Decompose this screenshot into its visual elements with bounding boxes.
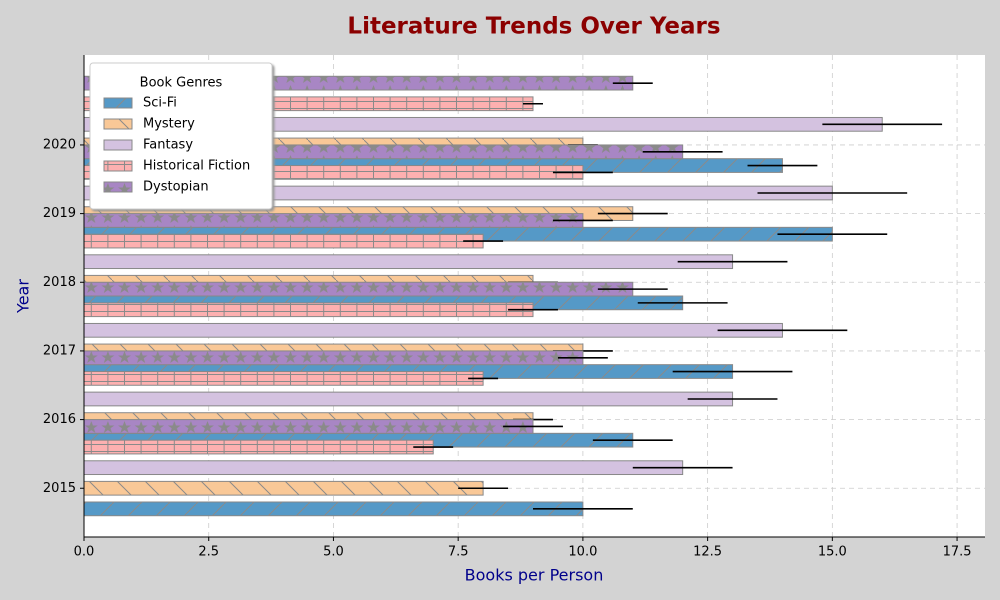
y-tick-label: 2017 (43, 343, 76, 358)
x-tick-label: 12.5 (693, 545, 722, 560)
x-tick-label: 5.0 (323, 545, 344, 560)
bar (83, 254, 734, 270)
x-tick-label: 10.0 (568, 545, 597, 560)
bar-hatch (84, 234, 484, 248)
y-tick-label: 2018 (43, 275, 76, 290)
legend-box (89, 62, 273, 210)
bar-hatch (84, 371, 484, 386)
x-tick-label: 15.0 (818, 545, 847, 560)
legend-label: Historical Fiction (143, 159, 250, 174)
bar-hatch (84, 440, 434, 454)
bar (83, 322, 783, 338)
legend-label: Sci-Fi (143, 96, 177, 111)
y-tick-label: 2015 (43, 481, 76, 496)
bar-hatch (84, 213, 583, 228)
bar (83, 460, 684, 476)
bar-hatch (84, 501, 583, 516)
legend-label: Fantasy (143, 138, 193, 153)
bar-hatch (84, 419, 534, 434)
y-tick-label: 2019 (43, 206, 76, 221)
bar-hatch (84, 350, 583, 365)
legend-title: Book Genres (140, 76, 223, 91)
legend-hatch (104, 98, 132, 108)
y-axis-label: Year (14, 279, 33, 314)
bar-hatch (84, 282, 633, 296)
legend-label: Dystopian (143, 180, 209, 195)
legend-hatch (104, 161, 132, 171)
x-axis-label: Books per Person (465, 566, 604, 585)
x-tick-label: 17.5 (943, 545, 972, 560)
chart-title: Literature Trends Over Years (347, 14, 720, 40)
legend: Book Genres Sci-Fi Mystery Fantasy Historic… (89, 62, 273, 210)
bar-hatch (84, 481, 484, 496)
legend-label: Mystery (143, 117, 195, 132)
bar-hatch (84, 302, 534, 317)
y-tick-label: 2016 (43, 412, 76, 427)
y-tick-label: 2020 (43, 137, 76, 152)
legend-hatch (104, 119, 132, 129)
x-tick-label: 2.5 (198, 545, 219, 560)
x-tick-label: 7.5 (448, 545, 469, 560)
bar (83, 391, 734, 407)
legend-swatch (103, 139, 133, 151)
x-tick-label: 0.0 (74, 545, 95, 560)
legend-hatch (104, 182, 132, 192)
